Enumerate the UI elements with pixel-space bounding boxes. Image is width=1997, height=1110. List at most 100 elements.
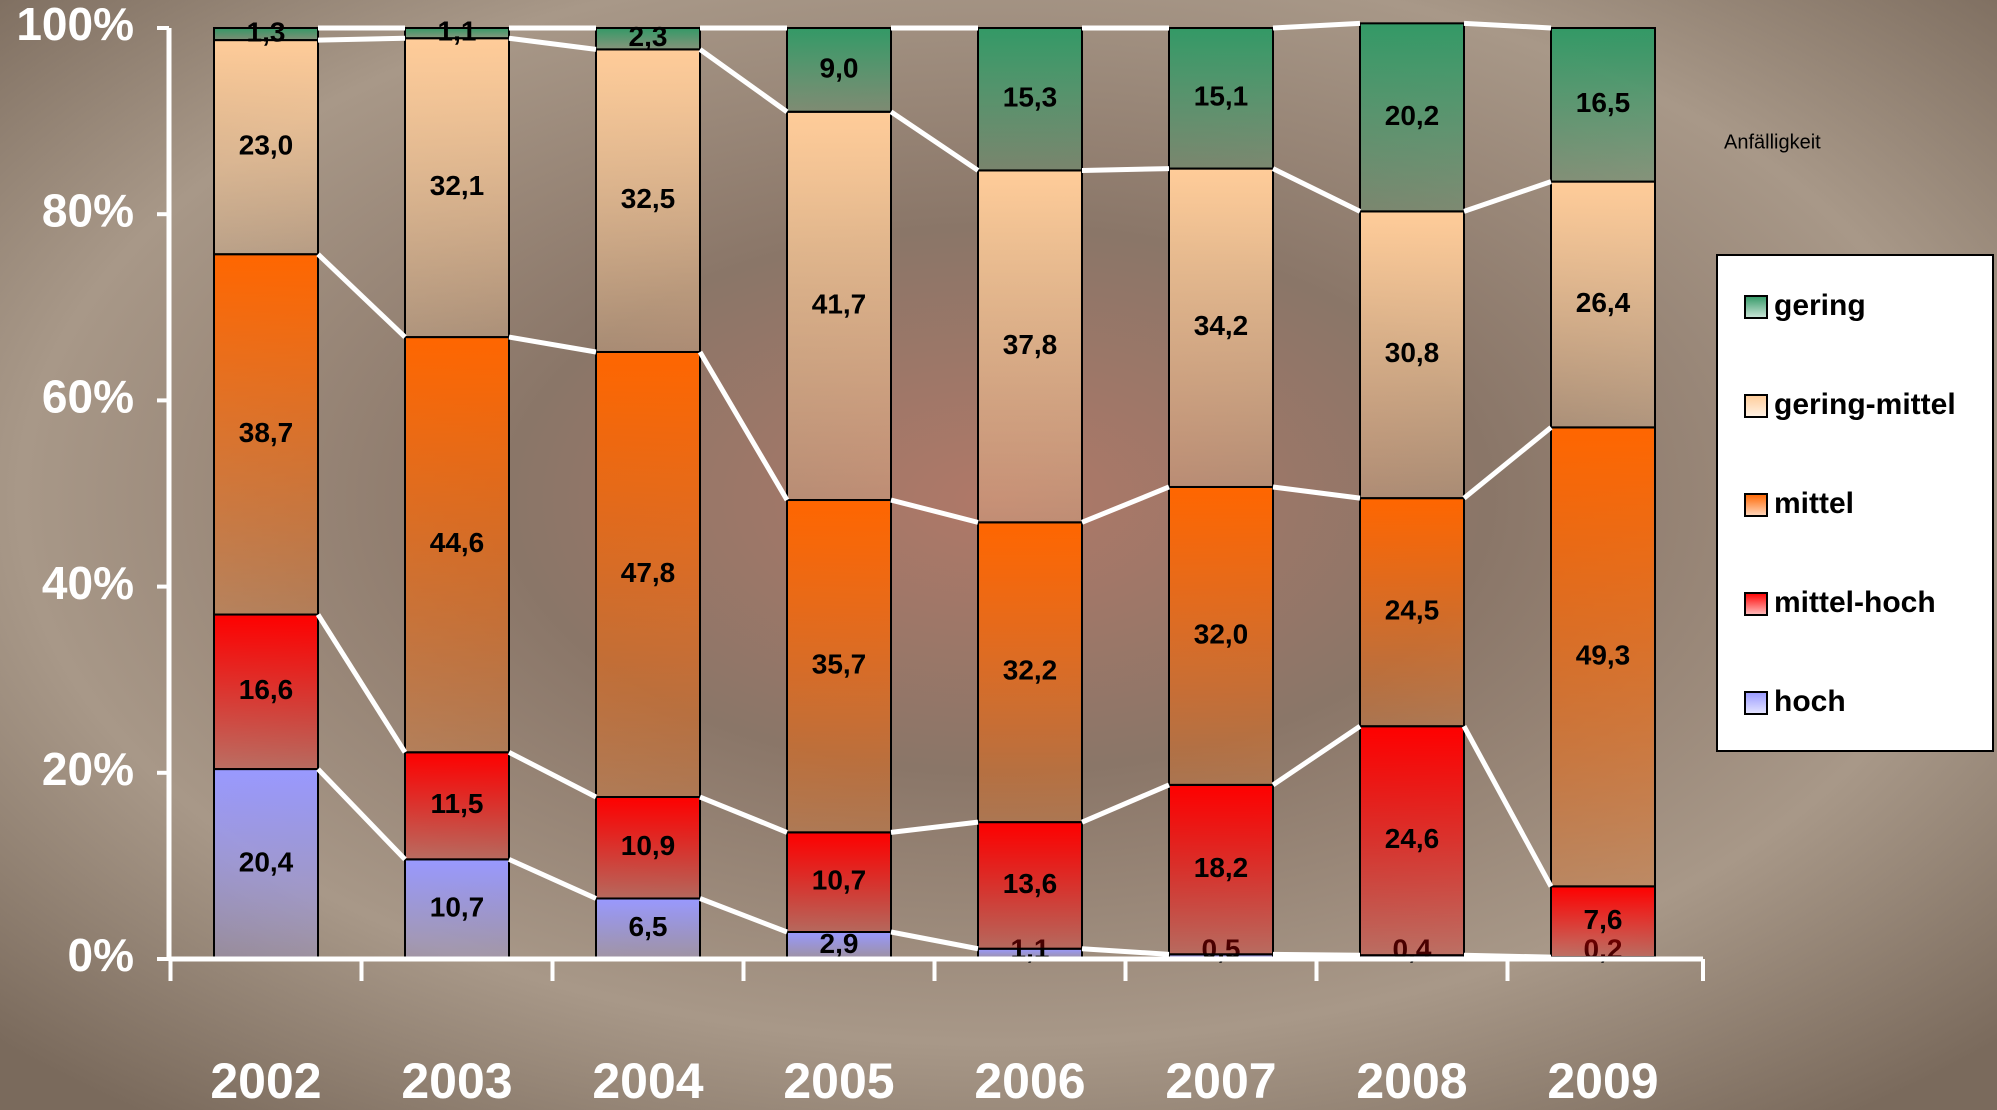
connector-line — [1081, 946, 1170, 957]
x-tick-label: 2007 — [1165, 1053, 1276, 1109]
data-label: 2,9 — [820, 928, 859, 959]
y-tick-label: 100% — [16, 0, 134, 50]
connector-line — [1272, 951, 1361, 958]
bar — [404, 37, 510, 339]
data-label: 15,1 — [1194, 81, 1249, 112]
bar — [786, 110, 892, 502]
y-tick-label: 80% — [42, 184, 134, 236]
connector-line — [1272, 20, 1361, 31]
bar-segment — [786, 831, 892, 934]
connector-line — [1272, 484, 1361, 501]
bar-segment — [213, 253, 319, 616]
data-label: 7,6 — [1584, 904, 1623, 935]
data-label: 30,8 — [1385, 337, 1440, 368]
data-label: 32,2 — [1003, 655, 1058, 686]
data-label: 18,2 — [1194, 852, 1249, 883]
data-label: 34,2 — [1194, 310, 1249, 341]
bar — [595, 27, 701, 51]
connector-line — [508, 334, 597, 355]
bar-segment — [977, 521, 1083, 824]
bar-segment — [404, 751, 510, 861]
bar — [213, 768, 319, 960]
bar — [1168, 27, 1274, 170]
y-tick-label: 40% — [42, 557, 134, 609]
bar — [786, 27, 892, 113]
connector-line — [316, 767, 407, 862]
data-label: 2,3 — [629, 21, 668, 52]
bar-segment — [404, 27, 510, 40]
bar-segment — [1359, 22, 1465, 213]
data-label: 1,1 — [438, 16, 477, 47]
data-label: 10,9 — [621, 830, 676, 861]
bar-segment — [404, 336, 510, 754]
data-label: 26,4 — [1576, 287, 1631, 318]
connector-line — [1081, 484, 1170, 525]
data-label: 23,0 — [239, 130, 294, 161]
data-label: 37,8 — [1003, 329, 1058, 360]
connector-line — [1462, 425, 1553, 501]
data-label: 6,5 — [629, 911, 668, 942]
legend-label: gering-mittel — [1774, 388, 1956, 421]
bar-segment — [213, 39, 319, 256]
connector-line — [1463, 20, 1552, 31]
bar-segment — [1359, 725, 1465, 957]
bar-segment — [595, 350, 701, 799]
data-label: 24,5 — [1385, 595, 1440, 626]
bar-segment — [1168, 485, 1274, 786]
bar — [404, 336, 510, 754]
bar-segment — [1550, 180, 1656, 429]
x-tick-label: 2008 — [1356, 1053, 1467, 1109]
connector-line — [890, 497, 979, 525]
connector-line — [1461, 725, 1554, 888]
bar — [213, 253, 319, 616]
connector-line — [890, 929, 979, 952]
x-tick-label: 2006 — [974, 1053, 1085, 1109]
bar — [595, 350, 701, 799]
connector-line — [1463, 179, 1552, 214]
data-label: 32,0 — [1194, 618, 1249, 649]
bar — [1168, 783, 1274, 956]
bar-segment — [595, 48, 701, 353]
x-tick-label: 2002 — [210, 1053, 321, 1109]
x-tick-label: 2003 — [401, 1053, 512, 1109]
bar — [595, 48, 701, 353]
data-label: 16,6 — [239, 674, 294, 705]
legend-title: Anfälligkeit — [1724, 131, 1821, 153]
bar — [595, 796, 701, 900]
data-label: 10,7 — [430, 892, 485, 923]
connector-line — [315, 613, 408, 754]
data-label: 9,0 — [820, 52, 859, 83]
bar-segment — [977, 169, 1083, 524]
bar — [977, 169, 1083, 524]
data-label: 16,5 — [1576, 87, 1631, 118]
bar-segment — [1550, 426, 1656, 888]
x-tick-label: 2004 — [592, 1053, 703, 1109]
legend-swatch — [1744, 493, 1768, 517]
data-label: 38,7 — [239, 417, 294, 448]
bar-segment — [213, 613, 319, 771]
bar — [213, 39, 319, 256]
data-label: 20,2 — [1385, 100, 1440, 131]
y-tick-label: 20% — [42, 743, 134, 795]
connector-line — [1081, 166, 1170, 173]
bar-segment — [595, 796, 701, 900]
data-label: 32,1 — [430, 170, 485, 201]
data-label: 10,7 — [812, 865, 867, 896]
connector-line — [889, 109, 980, 173]
legend-swatch — [1744, 295, 1768, 319]
legend-label: mittel — [1774, 487, 1854, 520]
legend-label: hoch — [1774, 685, 1846, 718]
data-label: 13,6 — [1003, 868, 1058, 899]
connector-line — [508, 35, 597, 52]
connector-line — [1271, 724, 1362, 787]
data-label: 49,3 — [1576, 639, 1631, 670]
bar-segment — [977, 821, 1083, 950]
bar — [977, 27, 1083, 172]
bar — [404, 27, 510, 40]
data-label: 41,7 — [812, 288, 867, 319]
bar-segment — [977, 27, 1083, 172]
legend-label: mittel-hoch — [1774, 586, 1936, 619]
connector-line — [507, 750, 598, 800]
bar-segment — [1359, 497, 1465, 728]
